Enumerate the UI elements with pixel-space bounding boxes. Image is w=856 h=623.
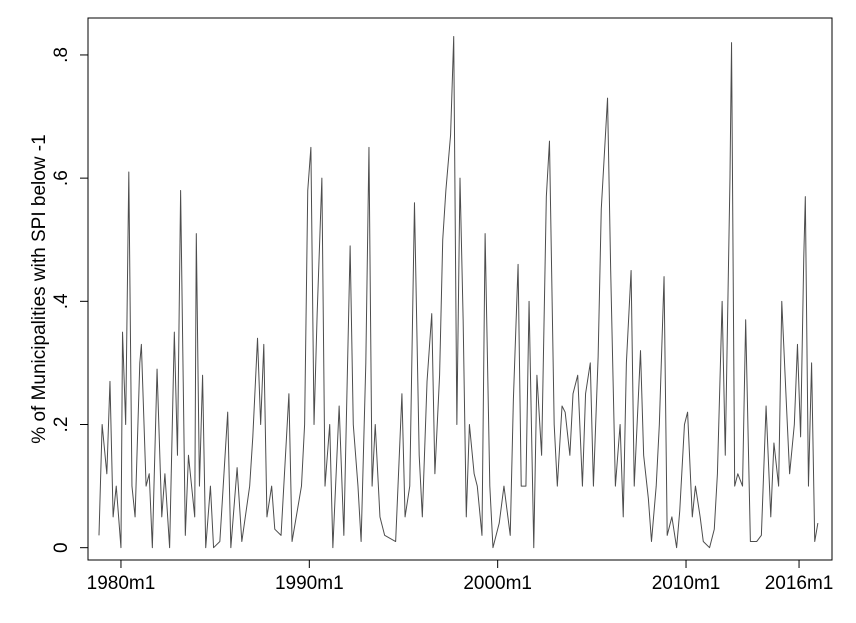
y-tick-label: .8 (51, 47, 72, 63)
y-axis-title: % of Municipalities with SPI below -1 (29, 134, 50, 443)
x-tick-label: 2000m1 (463, 573, 532, 594)
y-tick-label: .6 (51, 170, 72, 186)
plot-frame (87, 17, 833, 561)
series-line (98, 35, 819, 549)
x-tick-label: 2010m1 (652, 573, 721, 594)
y-tick-label: 0 (51, 542, 72, 553)
x-tick-label: 1990m1 (275, 573, 344, 594)
x-tick-label: 2016m1 (765, 573, 834, 594)
x-tick-label: 1980m1 (87, 573, 156, 594)
y-tick-label: .2 (51, 417, 72, 433)
y-tick-label: .4 (51, 293, 72, 309)
